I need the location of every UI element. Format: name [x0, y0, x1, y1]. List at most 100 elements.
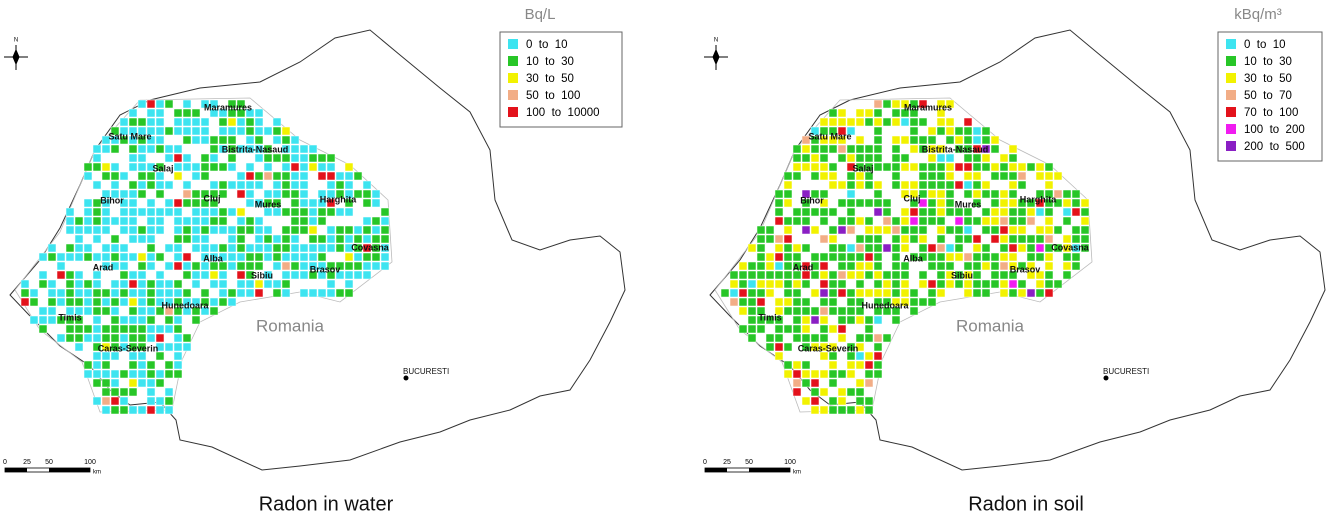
grid-cell — [900, 270, 910, 280]
grid-cell — [218, 279, 228, 289]
grid-cell — [254, 144, 264, 154]
grid-cell — [774, 324, 784, 334]
grid-cell — [146, 279, 156, 289]
grid-cell — [846, 171, 856, 181]
grid-cell — [83, 297, 93, 307]
grid-cell — [891, 144, 901, 154]
grid-cell — [936, 108, 946, 118]
grid-cell — [227, 252, 237, 262]
grid-cell — [92, 360, 102, 370]
grid-cell — [801, 297, 811, 307]
grid-cell — [855, 360, 865, 370]
grid-cell — [918, 162, 928, 172]
grid-cell — [47, 315, 57, 325]
grid-cell — [110, 234, 120, 244]
county-label: Sibiu — [951, 270, 973, 280]
grid-cell — [774, 270, 784, 280]
grid-cell — [891, 216, 901, 226]
grid-cell — [101, 351, 111, 361]
grid-cell — [819, 234, 829, 244]
capital-label: BUCURESTI — [1103, 367, 1149, 376]
grid-cell — [137, 405, 147, 415]
grid-cell — [236, 171, 246, 181]
grid-cell — [146, 234, 156, 244]
county-label: Timis — [758, 312, 781, 322]
grid-cell — [236, 117, 246, 127]
grid-cell — [344, 198, 354, 208]
grid-cell — [236, 216, 246, 226]
grid-cell — [200, 162, 210, 172]
county-label: Mures — [955, 199, 982, 209]
grid-cell — [927, 252, 937, 262]
grid-cell — [909, 225, 919, 235]
grid-cell — [846, 387, 856, 397]
legend-label: 10 to 30 — [526, 56, 574, 68]
grid-cell — [74, 297, 84, 307]
county-label: Bihor — [800, 195, 824, 205]
grid-cell — [738, 324, 748, 334]
grid-cell — [828, 351, 838, 361]
grid-cell — [182, 261, 192, 271]
grid-cell — [882, 243, 892, 253]
grid-cell — [1035, 279, 1045, 289]
grid-cell — [83, 162, 93, 172]
grid-cell — [918, 144, 928, 154]
grid-cell — [164, 360, 174, 370]
grid-cell — [900, 243, 910, 253]
grid-cell — [146, 306, 156, 316]
grid-cell — [936, 171, 946, 181]
grid-cell — [855, 234, 865, 244]
grid-cell — [290, 216, 300, 226]
grid-cell — [891, 297, 901, 307]
grid-cell — [326, 198, 336, 208]
grid-cell — [801, 315, 811, 325]
grid-cell — [1008, 189, 1018, 199]
grid-cell — [200, 306, 210, 316]
grid-cell — [909, 189, 919, 199]
grid-cell — [819, 369, 829, 379]
grid-cell — [299, 198, 309, 208]
grid-cell — [74, 342, 84, 352]
grid-cell — [254, 216, 264, 226]
grid-cell — [74, 270, 84, 280]
grid-cell — [146, 261, 156, 271]
grid-cell — [927, 135, 937, 145]
legend-swatch — [1226, 141, 1236, 151]
grid-cell — [353, 171, 363, 181]
grid-cell — [146, 225, 156, 235]
grid-cell — [810, 261, 820, 271]
grid-cell — [326, 261, 336, 271]
grid-cell — [882, 279, 892, 289]
grid-cell — [326, 153, 336, 163]
grid-cell — [29, 288, 39, 298]
legend-swatch — [1226, 56, 1236, 66]
grid-cell — [326, 234, 336, 244]
grid-cell — [101, 144, 111, 154]
grid-cell — [855, 270, 865, 280]
grid-cell — [981, 135, 991, 145]
grid-cell — [900, 279, 910, 289]
grid-cell — [119, 279, 129, 289]
grid-cell — [218, 207, 228, 217]
grid-cell — [236, 144, 246, 154]
grid-cell — [810, 135, 820, 145]
grid-cell — [855, 252, 865, 262]
grid-cell — [864, 180, 874, 190]
grid-cell — [999, 261, 1009, 271]
grid-cell — [864, 261, 874, 271]
grid-cell — [281, 279, 291, 289]
county-label: Brasov — [1010, 264, 1041, 274]
grid-cell — [1044, 279, 1054, 289]
grid-cell — [137, 252, 147, 262]
grid-cell — [819, 162, 829, 172]
grid-cell — [765, 252, 775, 262]
grid-cell — [227, 144, 237, 154]
grid-cell — [173, 261, 183, 271]
grid-cell — [200, 297, 210, 307]
grid-cell — [846, 369, 856, 379]
grid-cell — [236, 288, 246, 298]
grid-cell — [819, 270, 829, 280]
grid-cell — [738, 297, 748, 307]
grid-cell — [74, 315, 84, 325]
grid-cell — [137, 234, 147, 244]
